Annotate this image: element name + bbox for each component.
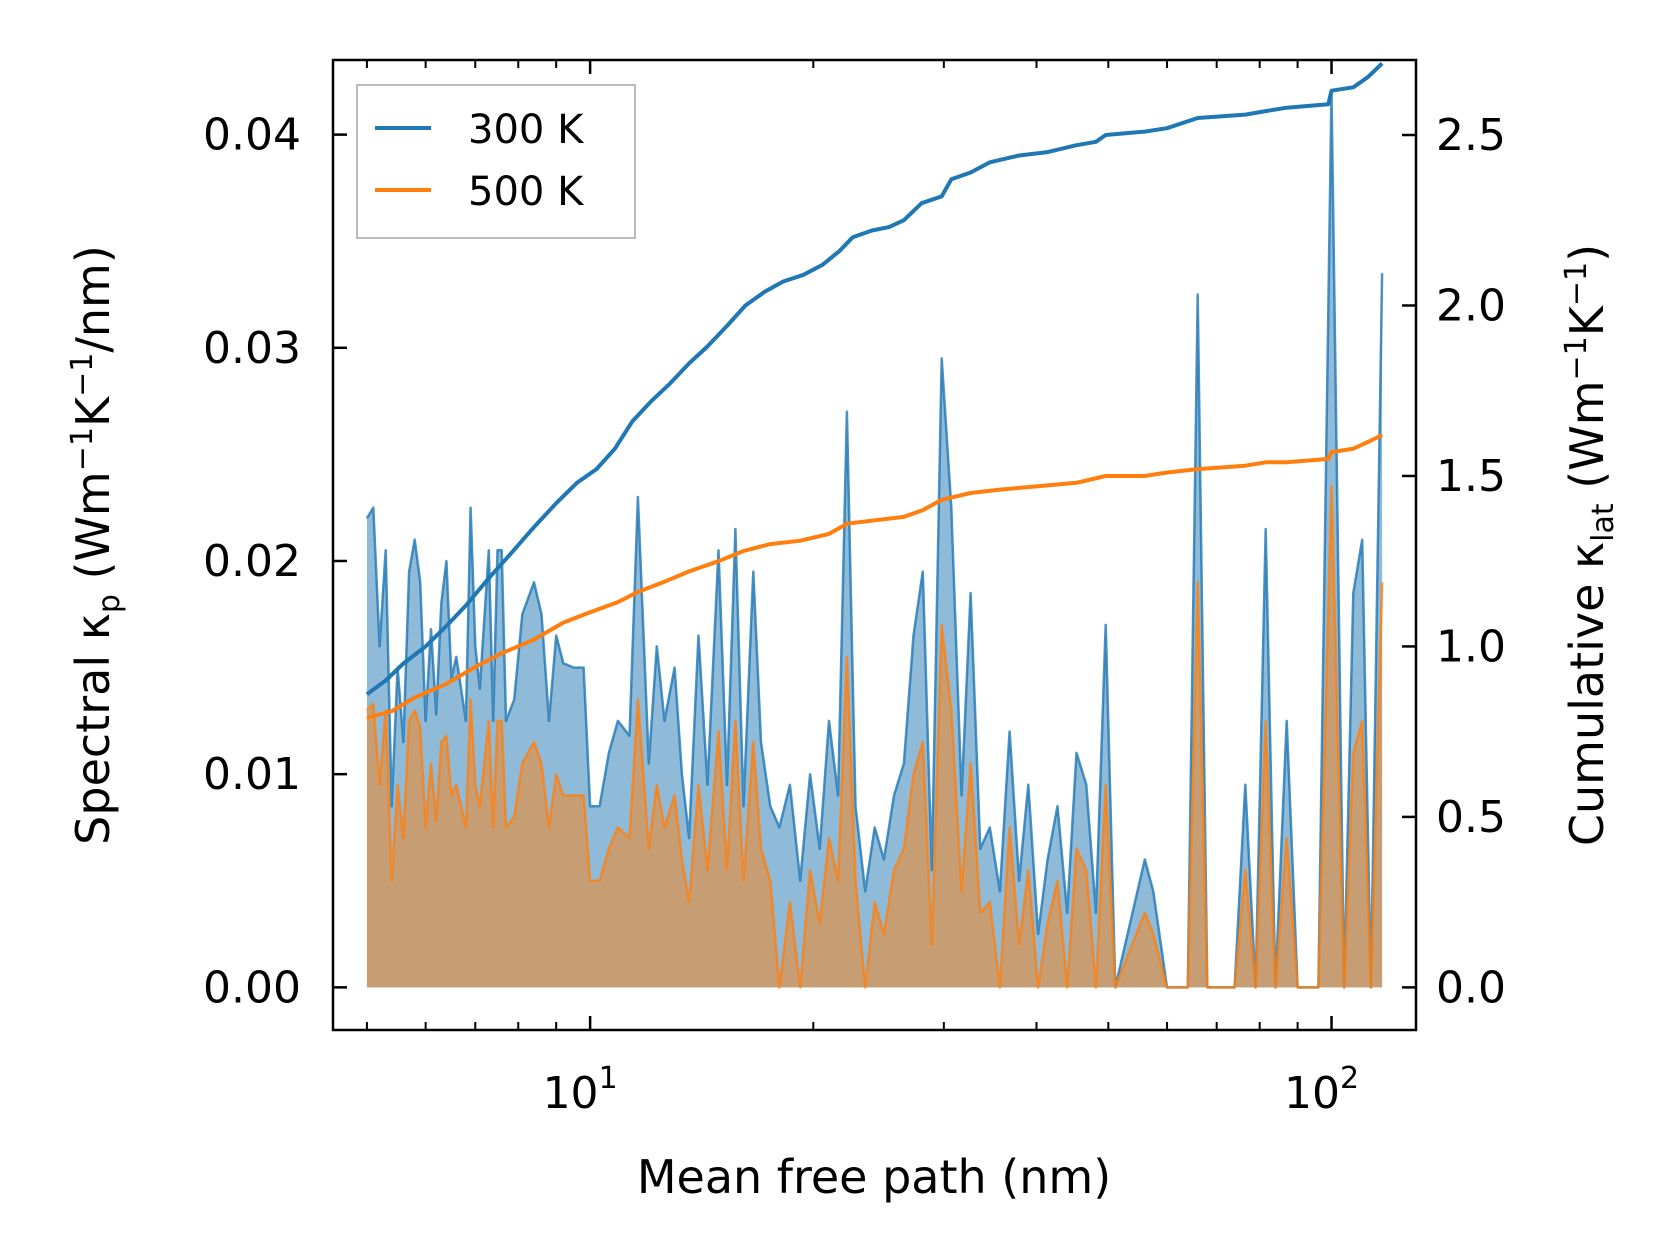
y-left-tick-label: 0.01 — [203, 749, 301, 800]
x-tick-exponent: 2 — [1340, 1061, 1359, 1096]
legend-label-300k: 300 K — [468, 107, 585, 153]
legend-label-500k: 500 K — [468, 169, 585, 215]
y-left-title-prefix: Spectral κ — [66, 613, 120, 845]
y-right-title-sup2: −1 — [1559, 262, 1594, 306]
y-left-tick-label: 0.00 — [203, 962, 301, 1013]
y-right-tick-label: 1.5 — [1436, 451, 1506, 502]
y-left-tick-label: 0.04 — [203, 110, 301, 161]
y-right-title-sub: lat — [1586, 503, 1621, 542]
y-right-title-mid: (Wm — [1560, 380, 1614, 503]
spectral-area-500k — [366, 486, 1383, 988]
y-left-title-mid: (Wm — [66, 471, 120, 594]
x-tick-base: 10 — [1284, 1068, 1340, 1119]
cumulative-line-300k — [365, 61, 1384, 696]
y-right-title-k: K — [1560, 304, 1614, 336]
legend-box — [356, 84, 636, 239]
y-left-title-sup1: −1 — [65, 427, 100, 471]
y-right-title-sup1: −1 — [1559, 336, 1594, 380]
spectral-edge-500k — [366, 485, 1384, 989]
y-left-tick-label: 0.02 — [203, 536, 301, 587]
spectral-edge-300k — [365, 90, 1384, 989]
x-tick-base: 10 — [543, 1068, 599, 1119]
series-lines — [365, 61, 1384, 720]
spectral-areas — [365, 90, 1384, 989]
y-left-title-sub: p — [92, 594, 127, 613]
y-right-tick-label: 2.0 — [1436, 280, 1506, 331]
y-left-tick-label: 0.03 — [203, 323, 301, 374]
y-right-tick-label: 2.5 — [1436, 110, 1506, 161]
y-right-axis-title: Cumulative κlat (Wm−1K−1) — [1559, 244, 1621, 846]
x-tick-label: 101 — [543, 1061, 618, 1119]
x-axis-title: Mean free path (nm) — [637, 1150, 1111, 1204]
y-left-title-k: K — [66, 395, 120, 427]
x-tick-label: 102 — [1284, 1061, 1359, 1119]
x-tick-exponent: 1 — [599, 1061, 618, 1096]
y-right-tick-label: 0.0 — [1436, 962, 1506, 1013]
plot-frame — [331, 58, 1418, 1032]
y-left-title-suffix: /nm) — [66, 245, 120, 352]
y-right-tick-label: 0.5 — [1436, 792, 1506, 843]
legend: 300 K 500 K — [356, 84, 636, 239]
y-right-tick-label: 1.0 — [1436, 621, 1506, 672]
spectral-area-300k — [366, 92, 1383, 988]
axis-ticks: 101 1020.000.010.020.030.040.00.51.01.52.… — [203, 60, 1506, 1119]
cumulative-line-500k — [366, 433, 1383, 720]
y-right-title-prefix: Cumulative κ — [1560, 542, 1614, 846]
y-left-title-sup2: −1 — [65, 353, 100, 397]
y-right-title-suffix: ) — [1560, 244, 1614, 262]
y-left-axis-title: Spectral κp (Wm−1K−1/nm) — [65, 245, 127, 845]
